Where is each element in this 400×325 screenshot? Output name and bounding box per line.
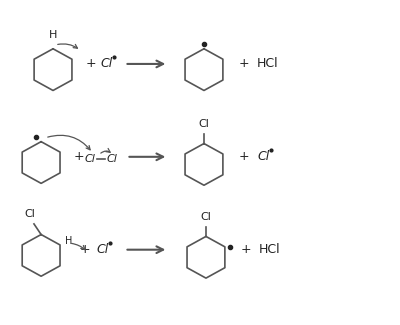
Text: +: + [238,58,249,71]
Text: Cl: Cl [100,58,113,71]
Text: +: + [240,243,251,256]
Text: +: + [238,150,249,163]
Text: H: H [65,236,72,246]
FancyArrowPatch shape [58,44,78,48]
Text: +: + [86,58,96,71]
Text: Cl: Cl [24,209,36,219]
Text: Cl: Cl [200,212,211,222]
Text: H: H [49,31,57,40]
Text: Cl: Cl [258,150,270,163]
FancyArrowPatch shape [101,149,110,153]
FancyArrowPatch shape [72,243,85,250]
FancyArrowPatch shape [48,135,90,150]
Text: Cl: Cl [106,154,117,164]
Text: Cl: Cl [84,154,95,164]
Text: HCl: HCl [259,243,280,256]
Text: HCl: HCl [257,58,278,71]
Text: Cl: Cl [198,119,210,129]
Text: Cl: Cl [96,243,109,256]
Text: +: + [80,243,90,256]
Text: +: + [74,150,84,163]
